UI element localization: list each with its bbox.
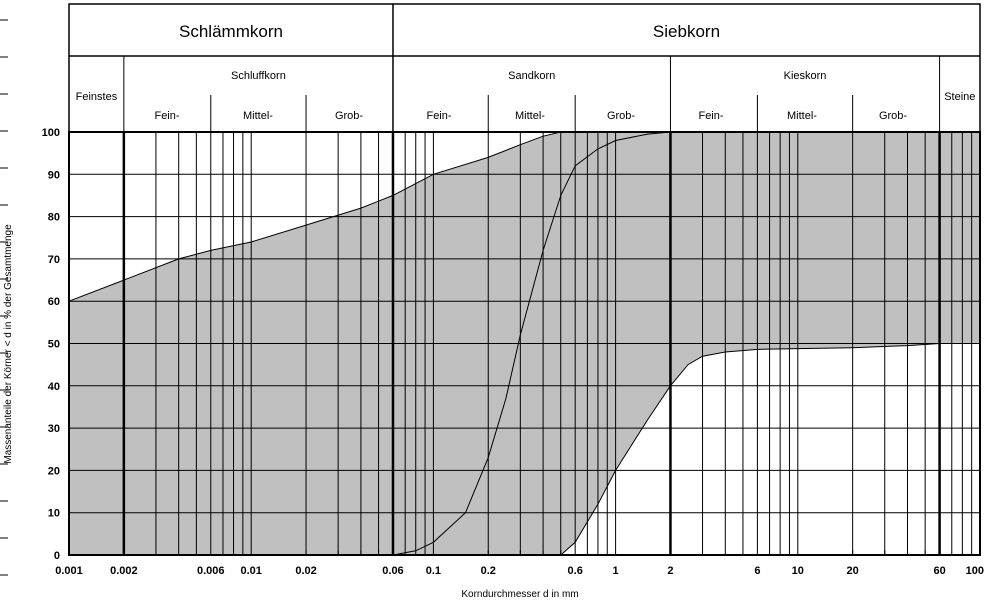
x-tick-label: 6 — [754, 565, 760, 577]
header-schlaemmkorn: Schlämmkorn — [179, 22, 283, 41]
header-kies-fein: Fein- — [698, 110, 723, 122]
x-tick-label: 0.006 — [197, 565, 225, 577]
axes: Korndurchmesser d in mm Massenanteile de… — [0, 19, 984, 600]
x-tick-label: 0.01 — [240, 565, 261, 577]
y-tick-label: 90 — [48, 169, 60, 181]
y-tick-label: 60 — [48, 296, 60, 308]
x-tick-label: 0.6 — [568, 565, 583, 577]
header-schluffkorn: Schluffkorn — [231, 70, 286, 82]
x-tick-label: 0.02 — [295, 565, 316, 577]
y-tick-label: 100 — [42, 127, 60, 139]
header-steine: Steine — [944, 91, 975, 103]
x-tick-label: 0.1 — [426, 565, 441, 577]
plot-frame — [68, 131, 981, 556]
header-sand-mittel: Mittel- — [515, 110, 545, 122]
sieve-curve-line — [392, 131, 671, 556]
y-axis-label: Massenanteile der Körner < d in % der Ge… — [3, 224, 14, 464]
x-tick-label: 10 — [792, 565, 804, 577]
x-tick-label: 0.06 — [382, 565, 403, 577]
plot-area — [68, 131, 981, 556]
y-tick-label: 20 — [48, 465, 60, 477]
x-tick-label: 60 — [933, 565, 945, 577]
y-tick-label: 70 — [48, 254, 60, 266]
x-tick-label: 0.002 — [110, 565, 138, 577]
header-sand-grob: Grob- — [607, 110, 635, 122]
x-tick-label: 0.2 — [481, 565, 496, 577]
x-tick-label: 0.001 — [55, 565, 83, 577]
header-kies-mittel: Mittel- — [787, 110, 817, 122]
header-schluff-fein: Fein- — [154, 110, 179, 122]
x-tick-label: 100 — [966, 565, 984, 577]
y-tick-label: 50 — [48, 339, 60, 351]
header-siebkorn: Siebkorn — [653, 22, 720, 41]
x-tick-label: 1 — [613, 565, 619, 577]
header-sand-fein: Fein- — [426, 110, 451, 122]
y-tick-label: 10 — [48, 508, 60, 520]
y-tick-label: 0 — [54, 550, 60, 562]
header-kieskorn: Kieskorn — [784, 70, 827, 82]
band-upper-line — [68, 131, 980, 302]
band-lower-line — [69, 343, 940, 556]
x-axis-label: Korndurchmesser d in mm — [461, 589, 578, 600]
y-tick-label: 40 — [48, 381, 60, 393]
header-kies-grob: Grob- — [879, 110, 907, 122]
y-tick-label: 80 — [48, 212, 60, 224]
x-tick-label: 20 — [847, 565, 859, 577]
x-tick-label: 2 — [667, 565, 673, 577]
header-feinstes: Feinstes — [76, 91, 118, 103]
header-sandkorn: Sandkorn — [508, 70, 555, 82]
y-tick-label: 30 — [48, 423, 60, 435]
header-schluff-grob: Grob- — [335, 110, 363, 122]
header-schluff-mittel: Mittel- — [243, 110, 273, 122]
chart-header: Schlämmkorn Siebkorn Feinstes Schluffkor… — [68, 3, 981, 133]
